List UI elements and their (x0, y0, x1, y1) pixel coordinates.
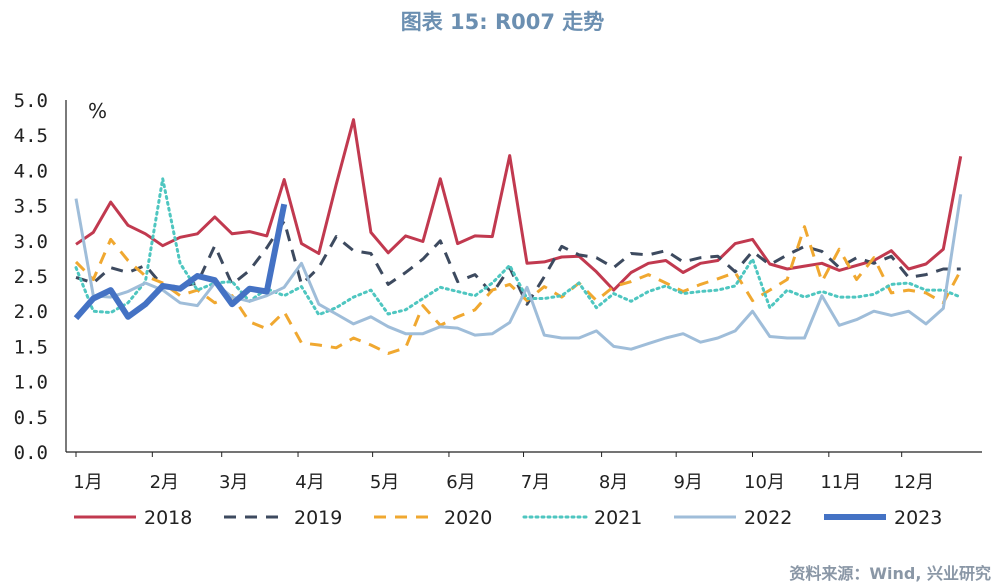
y-tick-label: 2.0 (14, 301, 48, 323)
source-note: 资料来源：Wind, 兴业研究 (789, 564, 991, 583)
series-line-2023 (73, 203, 288, 321)
series-line-2020 (74, 225, 963, 355)
y-tick-label: 2.5 (14, 266, 48, 288)
series-line-2019 (75, 219, 961, 306)
y-tick-label: 1.0 (14, 372, 48, 394)
x-tick-label: 3月 (219, 472, 248, 493)
legend-label-2020: 2020 (444, 507, 492, 529)
y-tick-label: 4.0 (14, 160, 48, 182)
x-tick-label: 9月 (673, 472, 702, 493)
legend-label-2018: 2018 (144, 507, 192, 529)
legend-label-2019: 2019 (294, 507, 342, 529)
x-tick-label: 5月 (370, 472, 399, 493)
y-tick-label: 0.0 (14, 442, 48, 464)
x-tick-label: 12月 (893, 472, 934, 493)
y-tick-label: 5.0 (14, 90, 48, 112)
y-tick-label: 0.5 (14, 407, 48, 429)
x-tick-labels: 1月 2月 3月 4月 5月 6月 7月 8月 9月 10月 11月 12月 (73, 452, 934, 493)
x-tick-label: 1月 (73, 472, 102, 493)
legend-label-2021: 2021 (594, 507, 642, 529)
y-tick-label: 3.5 (14, 196, 48, 218)
y-axis-unit-label: % (88, 99, 107, 123)
x-tick-label: 7月 (521, 472, 550, 493)
x-tick-label: 11月 (820, 472, 861, 493)
x-tick-label: 4月 (295, 472, 324, 493)
legend: 2018 2019 2020 2021 2022 2023 (74, 507, 942, 529)
x-tick-label: 10月 (744, 472, 785, 493)
series-line-2021 (74, 177, 963, 317)
y-tick-labels: 0.0 0.5 1.0 1.5 2.0 2.5 3.0 3.5 4.0 4.5 5.0 (14, 90, 48, 464)
y-tick-label: 3.0 (14, 231, 48, 253)
legend-label-2023: 2023 (894, 507, 942, 529)
x-tick-label: 2月 (150, 472, 179, 493)
x-tick-label: 8月 (599, 472, 628, 493)
legend-label-2022: 2022 (744, 507, 792, 529)
x-tick-label: 6月 (446, 472, 475, 493)
series-lines (73, 118, 963, 355)
y-tick-label: 1.5 (14, 336, 48, 358)
chart-title: 图表 15: R007 走势 (400, 10, 605, 34)
series-line-2018 (75, 118, 963, 292)
y-tick-label: 4.5 (14, 125, 48, 147)
